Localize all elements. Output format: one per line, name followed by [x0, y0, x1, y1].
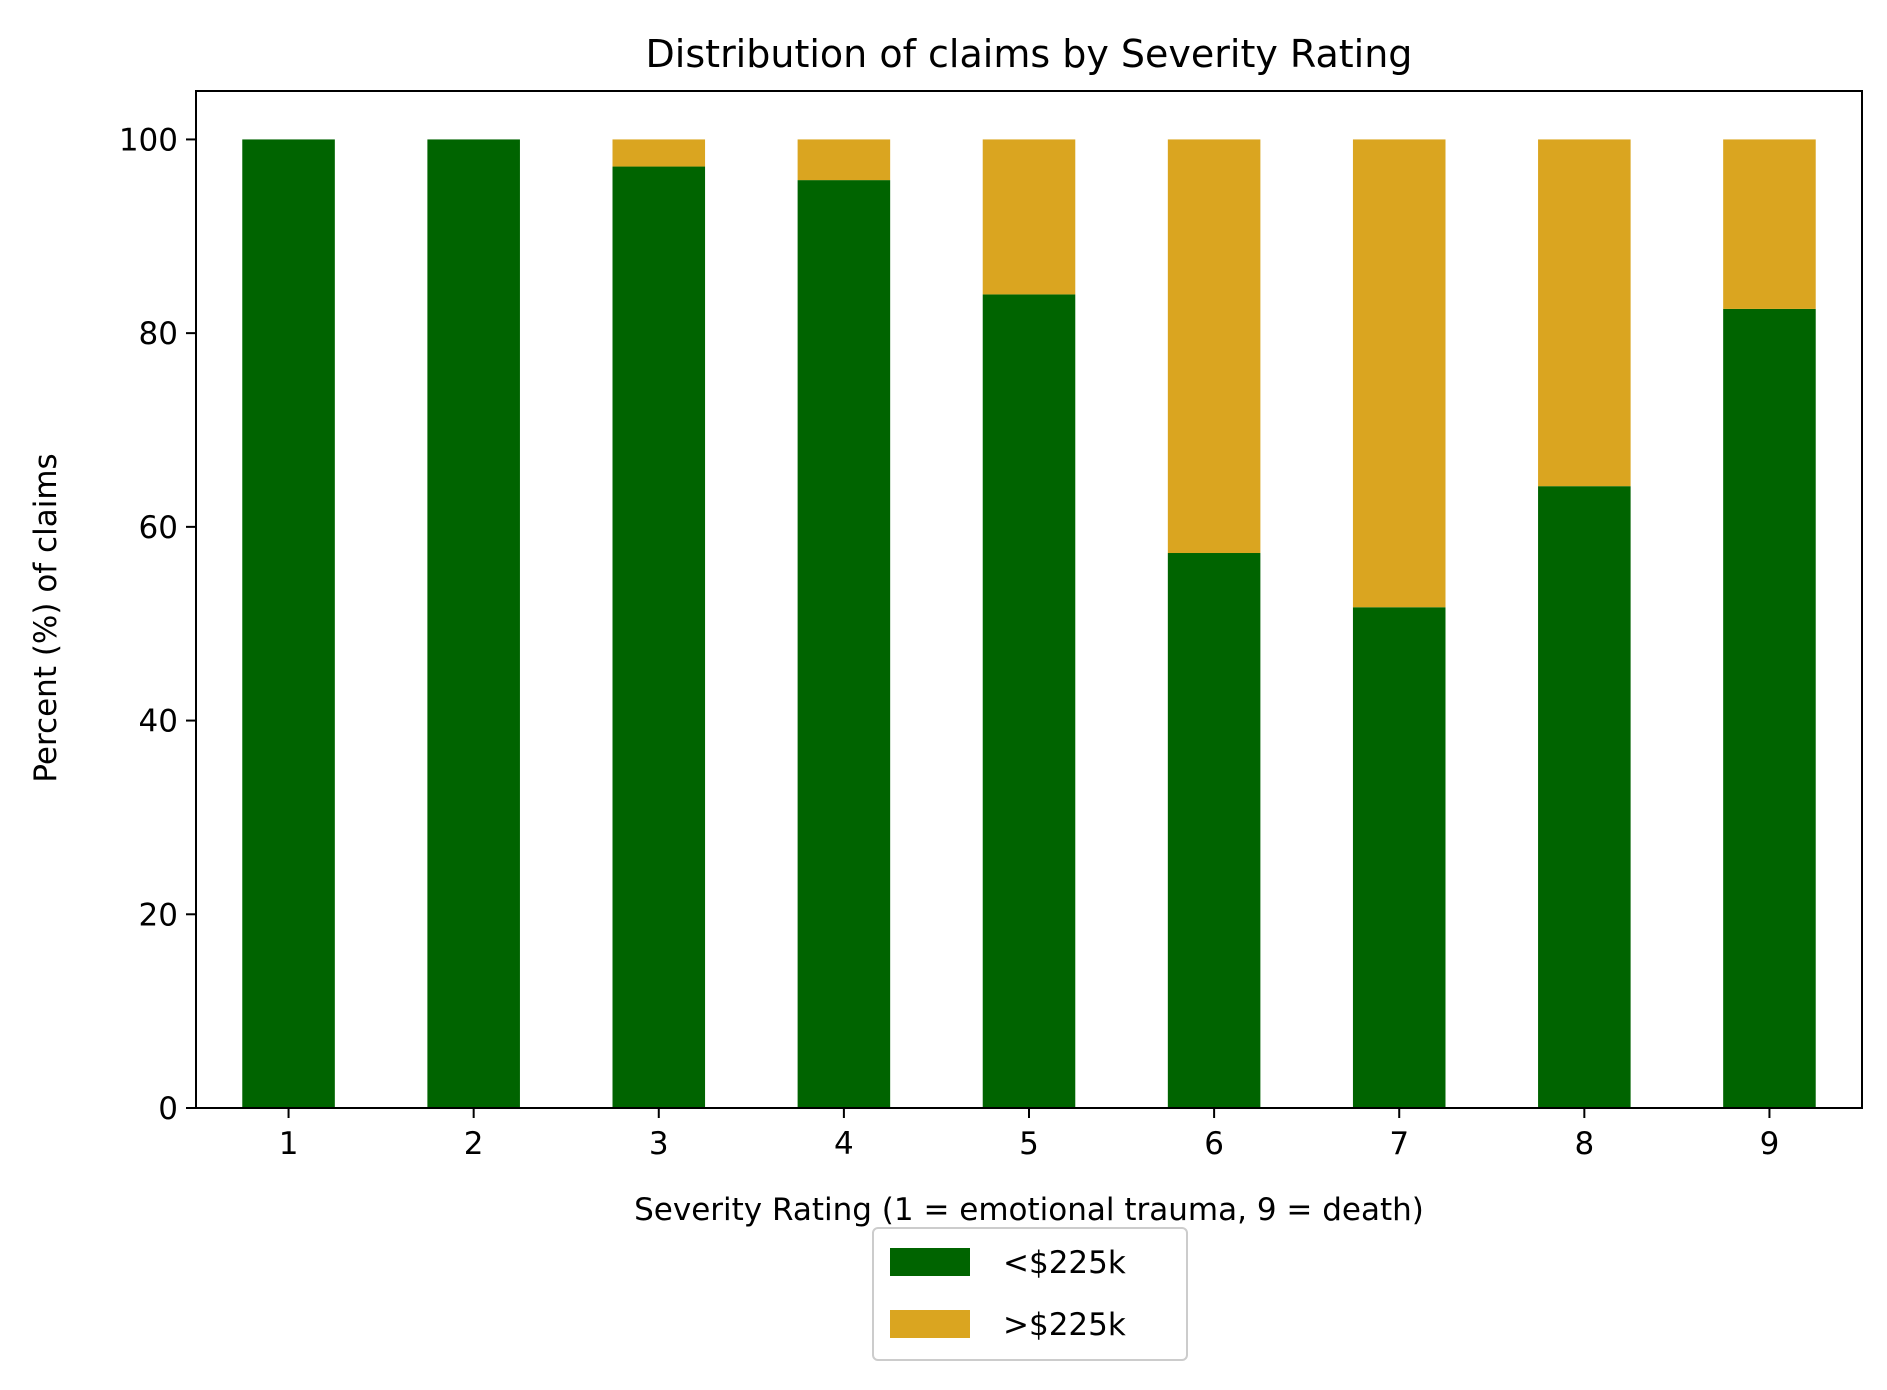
- legend-swatch: [890, 1248, 970, 1276]
- x-tick-label: 3: [649, 1126, 669, 1162]
- bar-over-225k-rating-3: [612, 139, 706, 167]
- legend-swatch: [890, 1310, 970, 1338]
- x-tick-label: 6: [1204, 1126, 1224, 1162]
- legend-label: <$225k: [1003, 1245, 1126, 1281]
- bar-under-225k-rating-2: [427, 139, 520, 1108]
- bar-over-225k-rating-5: [982, 139, 1076, 295]
- y-tick-label: 20: [139, 897, 178, 933]
- y-axis-ticks: 0 20 40 60 80 100: [119, 122, 196, 1127]
- legend: <$225k >$225k: [872, 1227, 1188, 1361]
- bars-group: [242, 139, 1816, 1109]
- y-axis-label: Percent (%) of claims: [28, 453, 64, 782]
- x-tick-label: 8: [1574, 1126, 1594, 1162]
- x-tick-label: 4: [834, 1126, 854, 1162]
- bar-over-225k-rating-7: [1352, 139, 1446, 608]
- legend-label: >$225k: [1003, 1307, 1126, 1343]
- x-tick-label: 2: [464, 1126, 484, 1162]
- bar-over-225k-rating-4: [797, 139, 891, 181]
- bar-over-225k-rating-9: [1723, 139, 1816, 309]
- bar-under-225k-rating-6: [1167, 553, 1261, 1108]
- bar-under-225k-rating-7: [1352, 607, 1446, 1108]
- x-axis-ticks: 1 2 3 4 5 6 7 8 9: [279, 1108, 1780, 1162]
- bar-under-225k-rating-1: [242, 139, 335, 1108]
- x-tick-label: 7: [1389, 1126, 1409, 1162]
- x-tick-label: 5: [1019, 1126, 1039, 1162]
- y-tick-label: 80: [139, 316, 178, 352]
- bar-under-225k-rating-3: [612, 166, 706, 1108]
- bar-under-225k-rating-5: [982, 294, 1076, 1108]
- bar-under-225k-rating-4: [797, 180, 891, 1108]
- y-tick-label: 0: [158, 1091, 178, 1127]
- bar-over-225k-rating-8: [1538, 139, 1631, 487]
- bar-under-225k-rating-9: [1723, 308, 1816, 1108]
- bar-over-225k-rating-6: [1167, 139, 1261, 554]
- x-tick-label: 9: [1760, 1126, 1780, 1162]
- y-tick-label: 100: [119, 122, 178, 158]
- bar-under-225k-rating-8: [1538, 486, 1631, 1109]
- x-axis-label: Severity Rating (1 = emotional trauma, 9…: [634, 1192, 1424, 1228]
- x-tick-label: 1: [279, 1126, 299, 1162]
- y-tick-label: 60: [139, 510, 178, 546]
- chart-title: Distribution of claims by Severity Ratin…: [646, 32, 1413, 76]
- y-tick-label: 40: [139, 704, 178, 740]
